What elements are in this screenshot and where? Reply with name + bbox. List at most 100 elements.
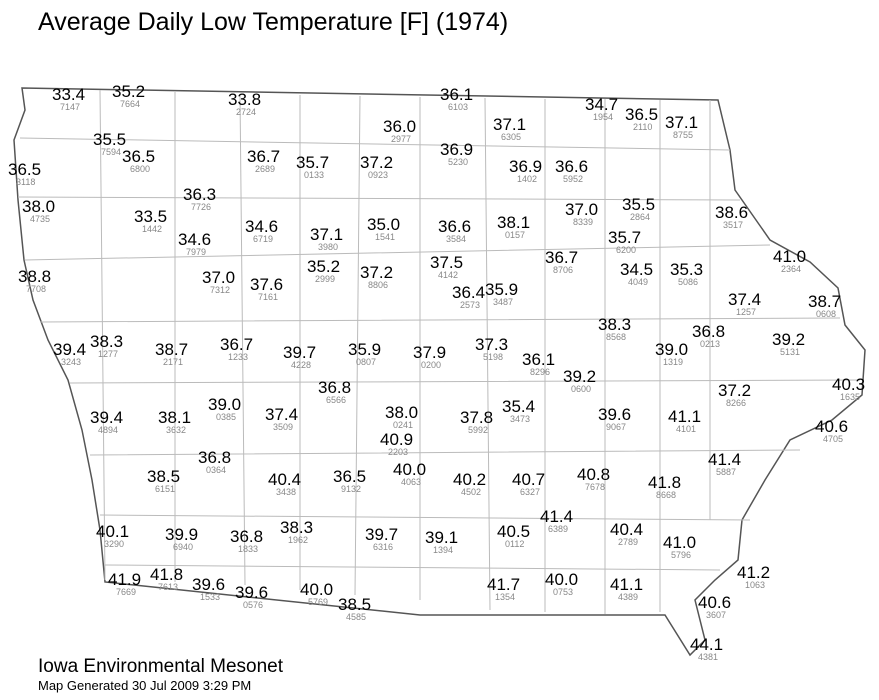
station-id: 0364 [206, 465, 226, 475]
station-value: 39.1 [425, 528, 458, 547]
station-value: 37.2 [360, 263, 393, 282]
station-value: 36.0 [383, 117, 416, 136]
station-value: 33.4 [52, 85, 85, 104]
station-id: 1442 [142, 224, 162, 234]
station-id: 5198 [483, 352, 503, 362]
station-id: 5769 [308, 597, 328, 607]
station-id: 2864 [630, 212, 650, 222]
station-value: 40.5 [497, 522, 530, 541]
station-id: 4228 [291, 360, 311, 370]
station-value: 44.1 [690, 635, 723, 654]
station-value: 36.3 [183, 185, 216, 204]
station-id: 4063 [401, 477, 421, 487]
station-id: 8266 [726, 398, 746, 408]
station-id: 2999 [315, 274, 335, 284]
station-value: 36.5 [625, 105, 658, 124]
station-value: 37.9 [413, 343, 446, 362]
station-value: 39.0 [208, 395, 241, 414]
station-value: 41.0 [773, 247, 806, 266]
station-id: 2203 [388, 447, 408, 457]
station-id: 7312 [210, 285, 230, 295]
station-id: 0241 [393, 420, 413, 430]
station-value: 41.7 [487, 575, 520, 594]
station-id: 7726 [191, 202, 211, 212]
station-id: 2689 [255, 164, 275, 174]
station-id: 6566 [326, 395, 346, 405]
station-value: 41.9 [108, 570, 141, 589]
station-value: 40.4 [268, 470, 301, 489]
station-id: 4049 [628, 277, 648, 287]
station-id: 3438 [276, 487, 296, 497]
station-value: 38.3 [280, 518, 313, 537]
station-id: 7594 [101, 147, 121, 157]
county-lines [17, 89, 861, 614]
station-value: 39.2 [563, 367, 596, 386]
station-value: 35.9 [485, 280, 518, 299]
station-id: 5086 [678, 277, 698, 287]
station-id: 1277 [98, 349, 118, 359]
station-id: 1063 [745, 580, 765, 590]
station-id: 0608 [816, 309, 836, 319]
station-id: 5796 [671, 550, 691, 560]
station-id: 1319 [663, 357, 683, 367]
station-value: 37.6 [250, 275, 283, 294]
station-value: 39.6 [235, 583, 268, 602]
station-id: 4585 [346, 612, 366, 622]
footer-org: Iowa Environmental Mesonet [38, 656, 284, 677]
station-value: 35.5 [93, 130, 126, 149]
station-value: 36.8 [318, 378, 351, 397]
station-value: 37.1 [493, 115, 526, 134]
station-id: 1233 [228, 352, 248, 362]
station-value: 40.9 [380, 430, 413, 449]
station-value: 36.1 [440, 85, 473, 104]
station-value: 41.8 [648, 473, 681, 492]
station-value: 35.0 [367, 215, 400, 234]
station-value: 36.5 [122, 147, 155, 166]
station-value: 41.8 [150, 565, 183, 584]
station-id: 6800 [130, 164, 150, 174]
station-id: 6103 [448, 102, 468, 112]
station-value: 38.5 [147, 467, 180, 486]
station-value: 34.5 [620, 260, 653, 279]
station-value: 38.1 [497, 213, 530, 232]
station-id: 5887 [716, 467, 736, 477]
station-value: 40.1 [96, 522, 129, 541]
station-value: 39.7 [283, 343, 316, 362]
station-id: 1354 [495, 592, 515, 602]
station-id: 8806 [368, 280, 388, 290]
station-id: 0385 [216, 412, 236, 422]
station-id: 3509 [273, 422, 293, 432]
station-value: 38.0 [385, 403, 418, 422]
station-value: 34.6 [178, 230, 211, 249]
station-id: 8668 [656, 490, 676, 500]
station-value: 36.6 [438, 217, 471, 236]
station-value: 38.3 [90, 332, 123, 351]
station-id: 1541 [375, 232, 395, 242]
station-value: 41.1 [610, 575, 643, 594]
station-value: 39.0 [655, 340, 688, 359]
station-id: 5131 [780, 347, 800, 357]
station-id: 8339 [573, 217, 593, 227]
station-value: 40.0 [545, 570, 578, 589]
station-id: 8755 [673, 130, 693, 140]
station-id: 1257 [736, 307, 756, 317]
station-id: 3243 [61, 357, 81, 367]
station-id: 3584 [446, 234, 466, 244]
station-value: 35.5 [622, 195, 655, 214]
station-id: 7979 [186, 247, 206, 257]
station-id: 1533 [200, 592, 220, 602]
station-value: 36.4 [452, 283, 485, 302]
station-id: 0923 [368, 170, 388, 180]
station-value: 39.7 [365, 525, 398, 544]
station-value: 41.1 [668, 407, 701, 426]
station-value: 37.0 [202, 268, 235, 287]
county-line [99, 89, 711, 614]
station-id: 8568 [606, 332, 626, 342]
station-id: 2573 [460, 300, 480, 310]
station-id: 3517 [723, 220, 743, 230]
map-title: Average Daily Low Temperature [F] (1974) [38, 8, 508, 36]
station-value: 37.8 [460, 408, 493, 427]
station-id: 4101 [676, 424, 696, 434]
station-id: 6200 [616, 245, 636, 255]
